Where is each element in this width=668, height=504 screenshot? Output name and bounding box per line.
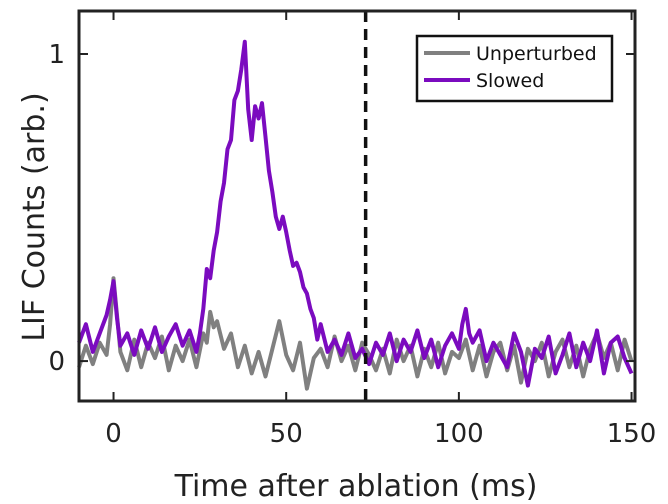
y-tick-label: 0 (48, 347, 65, 377)
x-tick-label: 150 (607, 419, 657, 449)
legend-box (415, 34, 614, 103)
plot-lines (77, 39, 634, 391)
slowed-series-line (77, 39, 634, 388)
x-tick-label: 50 (270, 419, 303, 449)
x-ticks: 0 50 100 150 (105, 11, 656, 449)
x-tick-label: 0 (105, 419, 122, 449)
y-tick-label: 1 (48, 40, 65, 70)
legend: Unperturbed Slowed (415, 34, 614, 103)
y-ticks: 01 (48, 40, 635, 377)
y-axis-label: LIF Counts (arb.) (17, 92, 52, 341)
legend-label-slowed: Slowed (476, 70, 544, 92)
x-tick-label: 100 (434, 419, 484, 449)
x-axis-label: Time after ablation (ms) (174, 469, 538, 504)
unperturbed-series-line (77, 276, 634, 391)
legend-label-unperturbed: Unperturbed (476, 43, 597, 65)
plot-frame (77, 9, 637, 403)
